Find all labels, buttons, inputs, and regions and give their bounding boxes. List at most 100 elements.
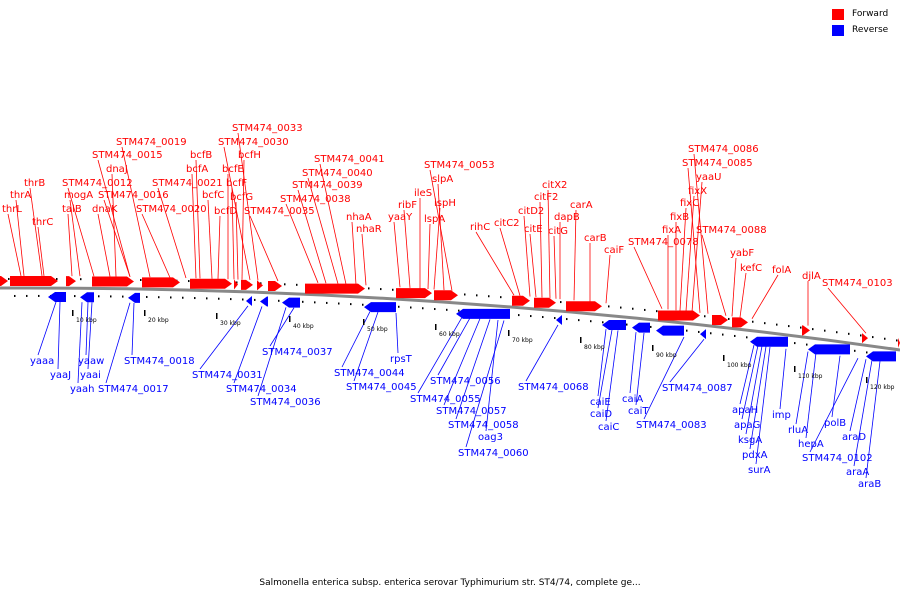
forward-leader-line [523,215,531,297]
backbone-tick [236,281,238,284]
backbone-tick [26,294,28,297]
forward-gene-label: dapB [554,212,580,223]
reverse-gene-label: STM474_0037 [262,347,333,358]
forward-gene-block [434,290,458,301]
legend-item-reverse: Reverse [832,22,894,38]
forward-leader-line [29,187,43,277]
scale-tick [435,324,437,330]
forward-leader-line [307,177,339,284]
forward-leader-line [553,235,557,299]
reverse-leader-line [465,320,505,448]
forward-gene-label: fixB [670,212,689,223]
forward-gene-label: STM474_0035 [244,206,315,217]
forward-leader-line [249,215,279,282]
reverse-gene-label: STM474_0057 [436,406,507,417]
reverse-leader-line [257,307,287,397]
backbone-tick [776,323,778,326]
forward-leader-line [499,227,521,296]
legend-item-forward: Forward [832,6,894,22]
forward-leader-line [679,207,687,311]
forward-leader-line [207,199,213,279]
reverse-leader-line [853,360,873,467]
reverse-leader-line [525,324,559,382]
backbone-tick [812,328,814,331]
forward-leader-line [403,209,411,288]
forward-leader-line [691,181,703,312]
genome-backbone [0,286,900,352]
forward-leader-line [237,132,259,281]
reverse-leader-line [37,301,57,356]
forward-gene-label: ispH [434,198,456,209]
reverse-leader-line [85,302,89,356]
scale-tick [216,313,218,319]
forward-gene-label: STM474_0016 [98,190,169,201]
forward-leader-line [241,159,245,280]
scale-label: 80 kbp [584,344,605,351]
reverse-gene-label: imp [772,410,791,421]
forward-leader-line [731,257,737,317]
forward-gene-label: citE [524,224,543,235]
forward-gene-block [234,279,238,290]
reverse-gene-label: STM474_0034 [226,384,297,395]
forward-leader-line [827,287,867,334]
forward-gene-label: STM474_0030 [218,137,289,148]
reverse-gene-label: rluA [788,425,808,436]
forward-gene-label: dnaK [92,204,118,215]
forward-gene-label: citG [548,226,568,237]
forward-gene-label: ribF [398,200,417,211]
forward-gene-label: STM474_0053 [424,160,495,171]
forward-gene-label: STM474_0088 [696,225,767,236]
reverse-leader-line [131,302,135,356]
forward-gene-label: STM474_0021 [152,178,223,189]
forward-gene-label: fixA [662,225,681,236]
forward-gene-label: dnaJ [106,164,128,175]
backbone-tick [884,337,886,340]
forward-gene-block [142,277,180,288]
backbone-tick [836,331,838,334]
forward-gene-label: STM474_0086 [688,144,759,155]
forward-gene-label: thrB [24,178,45,189]
backbone-tick [146,295,148,298]
reverse-gene-label: STM474_0044 [334,368,405,379]
forward-leader-line [37,226,45,277]
forward-gene-label: STM474_0033 [232,123,303,134]
backbone-tick [218,297,220,300]
forward-leader-line [573,209,577,301]
reverse-gene-label: yaah [70,384,95,395]
backbone-tick [626,323,628,326]
reverse-leader-line [629,332,637,394]
forward-leader-line [235,201,239,280]
backbone-tick [158,296,160,299]
reverse-gene-block [866,351,896,362]
forward-leader-line [297,189,327,284]
backbone-tick [620,306,622,309]
backbone-tick [764,322,766,325]
forward-leader-line [141,213,171,278]
forward-gene-label: citF2 [534,192,558,203]
forward-gene-label: fixC [680,198,699,209]
scale-tick [363,319,365,325]
forward-gene-label: citX2 [542,180,567,191]
forward-gene-label: bcfE [222,164,244,175]
forward-gene-block [190,278,232,289]
reverse-leader-line [745,345,763,435]
forward-leader-line [701,234,727,316]
forward-leader-line [103,199,131,277]
forward-gene-label: ileS [414,188,432,199]
backbone-tick [14,294,16,297]
forward-leader-line [195,159,201,279]
reverse-gene-label: STM474_0031 [192,370,263,381]
scale-tick [508,330,510,336]
reverse-leader-line [795,351,809,425]
scale-tick [652,345,654,351]
reverse-leader-line [233,306,263,384]
backbone-tick [464,293,466,296]
forward-leader-line [605,254,611,304]
scale-tick [723,355,725,361]
forward-leader-line [111,173,117,277]
reverse-leader-line [341,311,371,368]
backbone-tick [854,349,856,352]
scale-label: 10 kbp [76,317,97,324]
forward-leader-line [739,272,747,318]
backbone-tick [530,315,532,318]
